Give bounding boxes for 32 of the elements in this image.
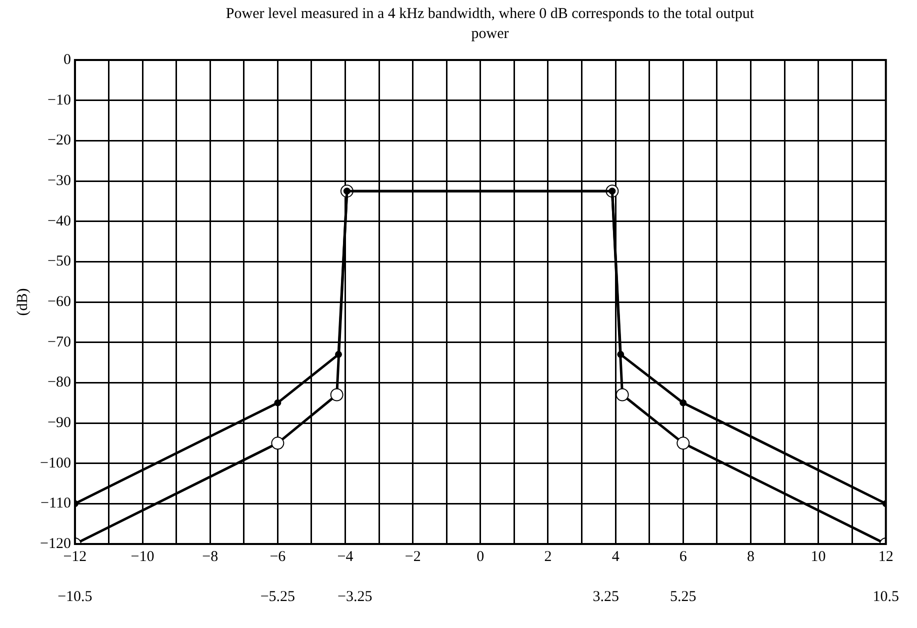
x-tick-label: 2: [544, 548, 552, 565]
y-tick-label: −60: [47, 294, 71, 310]
y-tick-label: −30: [47, 172, 71, 189]
y-tick-label: −80: [47, 374, 71, 391]
x2-tick-label: −3.25: [338, 588, 372, 605]
y-tick-label: −50: [47, 254, 71, 270]
y-tick-label: −100: [40, 455, 71, 472]
x2-tick-label: 3.25: [592, 588, 620, 605]
x-tick-label: −10: [130, 548, 154, 565]
y-tick-label: −20: [47, 132, 71, 149]
x2-tick-label: −10.5: [58, 588, 92, 605]
y-tick-label: −10: [47, 92, 71, 108]
x-tick-label: −6: [270, 548, 286, 565]
x2-tick-label: −5.25: [260, 588, 296, 605]
x-tick-label: −2: [404, 548, 421, 565]
y-tick-label: −110: [40, 496, 71, 512]
x-tick-label: 8: [746, 548, 754, 565]
x-tick-label: −4: [337, 548, 354, 565]
y-tick-label: 0: [63, 52, 71, 68]
y-tick-label: −40: [47, 213, 71, 230]
x-tick-label: −8: [202, 548, 218, 565]
x-tick-label: 0: [476, 548, 484, 565]
y-tick-label: −70: [47, 334, 71, 350]
y-tick-label: −90: [47, 414, 71, 431]
x-tick-label: 12: [878, 548, 894, 565]
x-tick-label: 4: [612, 548, 620, 565]
x2-tick-label: 5.25: [670, 588, 696, 605]
chart-title: Power level measured in a 4 kHz bandwidth, where 0 dB corresponds to the total output power: [224, 5, 756, 44]
x2-tick-label: 10.5: [872, 588, 899, 605]
y-axis-title: (dB): [14, 288, 31, 316]
x-tick-label: 6: [679, 548, 688, 565]
x-tick-label: 10: [810, 548, 826, 565]
